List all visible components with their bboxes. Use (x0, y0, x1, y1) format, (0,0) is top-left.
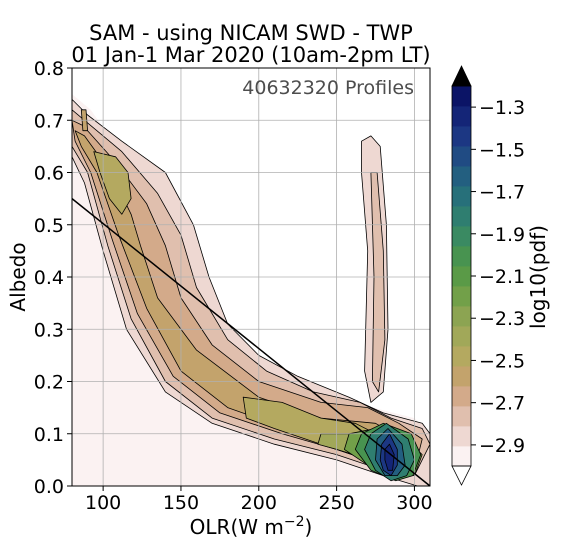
y-tick-label: 0.3 (34, 319, 64, 341)
colorbar-tick-label: −2.7 (479, 393, 525, 415)
colorbar-segment (452, 406, 471, 427)
x-tick-label: 100 (85, 492, 121, 514)
contour-region (72, 94, 430, 486)
colorbar-segment (452, 306, 471, 327)
colorbar-tick-label: −1.3 (479, 97, 525, 119)
y-tick-label: 0.5 (34, 215, 64, 237)
colorbar-tick-label: −1.5 (479, 139, 525, 161)
chart-title-line1: SAM - using NICAM SWD - TWP (89, 21, 413, 45)
reference-line-group (71, 198, 431, 487)
colorbar-segment (452, 206, 471, 227)
colorbar-tick-label: −1.7 (479, 182, 525, 204)
colorbar-label: log10(pdf) (526, 225, 550, 329)
x-tick-label: 150 (163, 492, 199, 514)
colorbar-segment (452, 106, 471, 127)
colorbar-segment (452, 166, 471, 187)
colorbar-extend-max (451, 65, 472, 87)
colorbar-segment (452, 326, 471, 347)
contour-region (71, 109, 431, 477)
x-axis-label-close: ) (305, 515, 313, 539)
contour-region (370, 172, 386, 393)
x-axis-label-exponent: −2 (284, 514, 305, 530)
colorbar-segment (452, 86, 471, 107)
reference-line (71, 198, 431, 487)
colorbar-segment (452, 186, 471, 207)
colorbar-segment (452, 286, 471, 307)
colorbar (451, 65, 472, 486)
colorbar-tick-label: −2.9 (479, 435, 525, 457)
colorbar-ticks: −2.9 −2.7 −2.5 −2.3 −2.1 −1.9 −1.7 −1.5 −1.3 (471, 97, 525, 457)
y-tick-label: 0.7 (34, 110, 64, 132)
chart-title-line2: 01 Jan-1 Mar 2020 (10am-2pm LT) (71, 43, 430, 67)
colorbar-segment (452, 146, 471, 167)
colorbar-segment (452, 366, 471, 387)
colorbar-segment (452, 426, 471, 447)
y-tick-label: 0.0 (34, 476, 64, 498)
y-tick-label: 0.4 (34, 267, 64, 289)
colorbar-segment (452, 246, 471, 267)
colorbar-segment (452, 386, 471, 407)
colorbar-tick-label: −2.5 (479, 350, 525, 372)
y-axis-ticks: 0.0 0.1 0.2 0.3 0.4 0.5 0.6 0.7 0.8 (34, 58, 72, 498)
colorbar-segment (452, 266, 471, 287)
x-axis-label-main: OLR(W m (190, 515, 284, 539)
profiles-annotation: 40632320 Profiles (242, 77, 414, 99)
x-tick-label: 250 (318, 492, 354, 514)
colorbar-tick-label: −2.3 (479, 308, 525, 330)
colorbar-extend-min (451, 465, 472, 486)
colorbar-segment (452, 126, 471, 147)
colorbar-tick-label: −1.9 (479, 224, 525, 246)
x-axis-ticks: 100 150 200 250 300 (85, 486, 433, 514)
colorbar-segment (452, 446, 471, 467)
y-tick-label: 0.6 (34, 163, 64, 185)
x-tick-label: 300 (396, 492, 432, 514)
y-tick-label: 0.8 (34, 58, 64, 80)
x-axis-label: OLR(W m−2) (190, 514, 313, 539)
contour-fills (71, 94, 431, 487)
colorbar-segment (452, 226, 471, 247)
colorbar-segment (452, 346, 471, 367)
x-tick-label: 200 (241, 492, 277, 514)
y-axis-label: Albedo (6, 242, 30, 311)
y-tick-label: 0.2 (34, 372, 64, 394)
colorbar-tick-label: −2.1 (479, 266, 525, 288)
y-tick-label: 0.1 (34, 424, 64, 446)
plot-area (71, 67, 431, 487)
